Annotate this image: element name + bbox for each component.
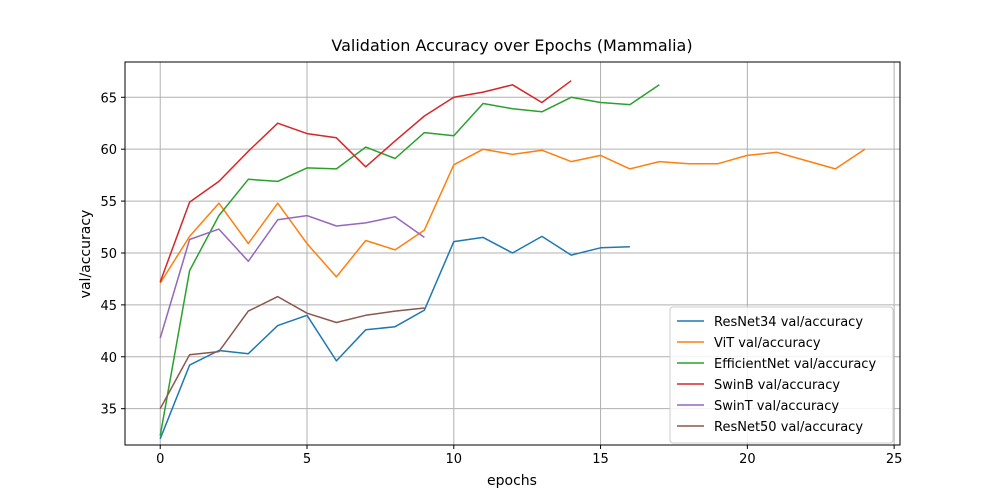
plot-area-frame (124, 61, 901, 446)
x-axis-ticks: 0 5 10 15 20 25 (156, 445, 902, 467)
legend-label: ResNet34 val/accuracy (714, 315, 863, 330)
y-tick-label: 55 (100, 195, 117, 210)
grid-lines (125, 62, 900, 445)
x-tick-label: 20 (739, 452, 756, 467)
y-tick-label: 45 (100, 299, 117, 314)
series-line-vit (159, 148, 866, 284)
legend-box (669, 306, 894, 444)
series-line-resnet34 (159, 235, 630, 440)
legend-label: ResNet50 val/accuracy (714, 420, 863, 435)
legend-label: SwinT val/accuracy (714, 399, 839, 414)
x-tick-label: 5 (303, 452, 311, 467)
y-tick-label: 65 (100, 91, 117, 106)
chart-title: Validation Accuracy over Epochs (Mammali… (331, 36, 692, 55)
legend-label: ViT val/accuracy (714, 336, 821, 351)
series-line-resnet50 (159, 295, 425, 410)
x-tick-label: 15 (592, 452, 609, 467)
x-tick-label: 10 (446, 452, 463, 467)
legend: ResNet34 val/accuracy ViT val/accuracy Eff… (669, 306, 894, 444)
x-tick-label: 25 (886, 452, 903, 467)
y-axis-ticks: 35 40 45 50 55 60 65 (100, 91, 125, 418)
series-lines (159, 80, 866, 440)
x-axis-label: epochs (487, 473, 537, 489)
y-tick-label: 35 (100, 403, 117, 418)
series-line-swinb (159, 80, 572, 283)
y-tick-label: 40 (100, 351, 117, 366)
legend-label: SwinB val/accuracy (714, 378, 840, 393)
series-line-efficientnet (159, 84, 660, 436)
y-tick-label: 60 (100, 143, 117, 158)
y-tick-label: 50 (100, 247, 117, 262)
y-axis-label: val/accuracy (78, 210, 94, 299)
series-line-swint (159, 214, 425, 339)
legend-label: EfficientNet val/accuracy (714, 357, 876, 372)
x-tick-label: 0 (156, 452, 164, 467)
